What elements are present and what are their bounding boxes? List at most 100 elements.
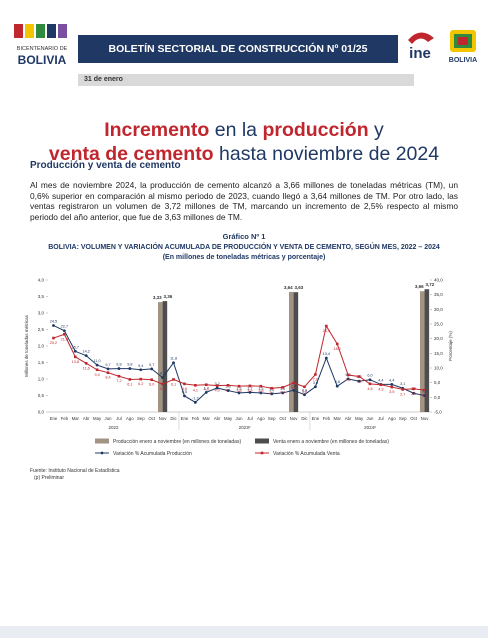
x-tick-label: Ene [50,416,58,421]
y-tick-label: 1,0 [38,377,45,382]
x-group-label: 2023ᵖ [239,425,251,430]
point-label: 1,5 [236,387,241,391]
point-label: 3,1 [269,391,274,395]
y2-tick-label: 0,0 [434,395,441,400]
point-label: 4,1 [193,388,198,392]
point-label: 4,4 [389,378,394,382]
point-label: 1,7 [247,386,252,390]
point-label: 3,8 [335,380,340,384]
x-tick-label: Dic [301,416,308,421]
x-tick-label: Ago [126,416,134,421]
point-label: 2,9 [411,392,416,396]
bar [424,289,430,412]
point-label: 4,6 [367,387,372,391]
point-label: 0,5 [182,390,187,394]
marker [183,382,186,386]
marker [139,377,143,381]
x-tick-label: Nov [159,416,167,421]
x-group-label: 2024ᵖ [364,425,376,430]
point-label: 4,6 [182,387,187,391]
marker [281,386,284,389]
point-label: 4,4 [378,378,383,382]
legend-swatch [255,438,269,444]
point-label: 4,3 [378,388,383,392]
y2-tick-label: 40,0 [434,278,443,283]
y2-tick-label: -5,0 [434,410,442,415]
x-tick-label: Feb [192,416,200,421]
right-logos: ine BOLIVIA [408,30,477,64]
x-tick-label: Jul [247,416,253,421]
marker [193,400,197,404]
point-label: 2,4 [291,384,296,388]
footer-band [0,626,488,638]
marker [379,383,383,387]
point-label: 1,5 [258,387,263,391]
marker [423,394,426,397]
marker [183,394,186,398]
bar [162,301,168,412]
point-label: 20,2 [50,341,57,345]
point-label: 7,8 [313,377,318,381]
point-label: 9,7 [149,363,154,367]
point-label: 24,5 [50,319,57,323]
point-label: 0,6 [422,390,427,394]
point-label: 9,7 [105,363,110,367]
legend-marker [100,451,104,455]
marker [423,388,426,392]
x-tick-label: Oct [148,416,155,421]
marker [237,391,241,395]
x-tick-label: Abr [214,416,221,421]
x-tick-label: Nov [421,416,429,421]
point-label: 6,1 [127,382,132,386]
point-label: 3,6 [302,390,307,394]
point-label: 1,5 [280,387,285,391]
marker [259,391,263,395]
bar-label: 3,72 [425,282,434,287]
marker [314,385,317,389]
legend-swatch [95,438,109,444]
marker [248,390,252,394]
point-label: 1,2 [269,388,274,392]
headline-part: producción [262,119,369,141]
marker [84,362,88,365]
marker [303,393,306,397]
x-tick-label: Oct [279,416,286,421]
x-tick-label: Feb [323,416,331,421]
chart-label: Gráfico Nº 1 [223,232,266,241]
point-label: 9,4 [138,364,143,368]
headline-part: venta de cemento [48,143,214,165]
x-tick-label: Mar [72,416,80,421]
bar-label: 3,63 [294,285,303,290]
bar [158,302,163,412]
point-label: 6,0 [149,383,154,387]
marker [172,378,175,381]
headline-part: en la [209,119,263,141]
x-tick-label: Ago [388,416,396,421]
bar-label: 3,33 [153,295,162,300]
legend-label: Variación % Acumulada Venta [273,451,340,457]
point-label: 15,7 [72,345,79,349]
point-label: 1,7 [204,386,209,390]
marker [412,391,416,395]
point-label: 3,8 [236,389,241,393]
marker [52,324,55,327]
x-tick-label: Ago [257,416,265,421]
marker [237,384,241,388]
source: Fuente: Instituto Nacional de Estadístic… [30,468,120,474]
x-tick-label: May [355,416,364,421]
y-tick-label: 4,0 [38,278,45,283]
marker [95,368,99,372]
marker [368,382,372,386]
point-label: 4,0 [215,389,220,393]
point-label: 4,9 [291,386,296,390]
y2-axis-title: Porcentaje (%) [448,331,453,361]
y-tick-label: 0,5 [38,393,45,398]
marker [52,336,55,340]
marker [292,388,295,392]
y-axis-title: Millones de toneladas métricas [24,314,29,377]
x-tick-label: Mar [334,416,342,421]
point-label: 7,1 [356,380,361,384]
marker [204,383,208,387]
x-tick-label: Dic [170,416,177,421]
